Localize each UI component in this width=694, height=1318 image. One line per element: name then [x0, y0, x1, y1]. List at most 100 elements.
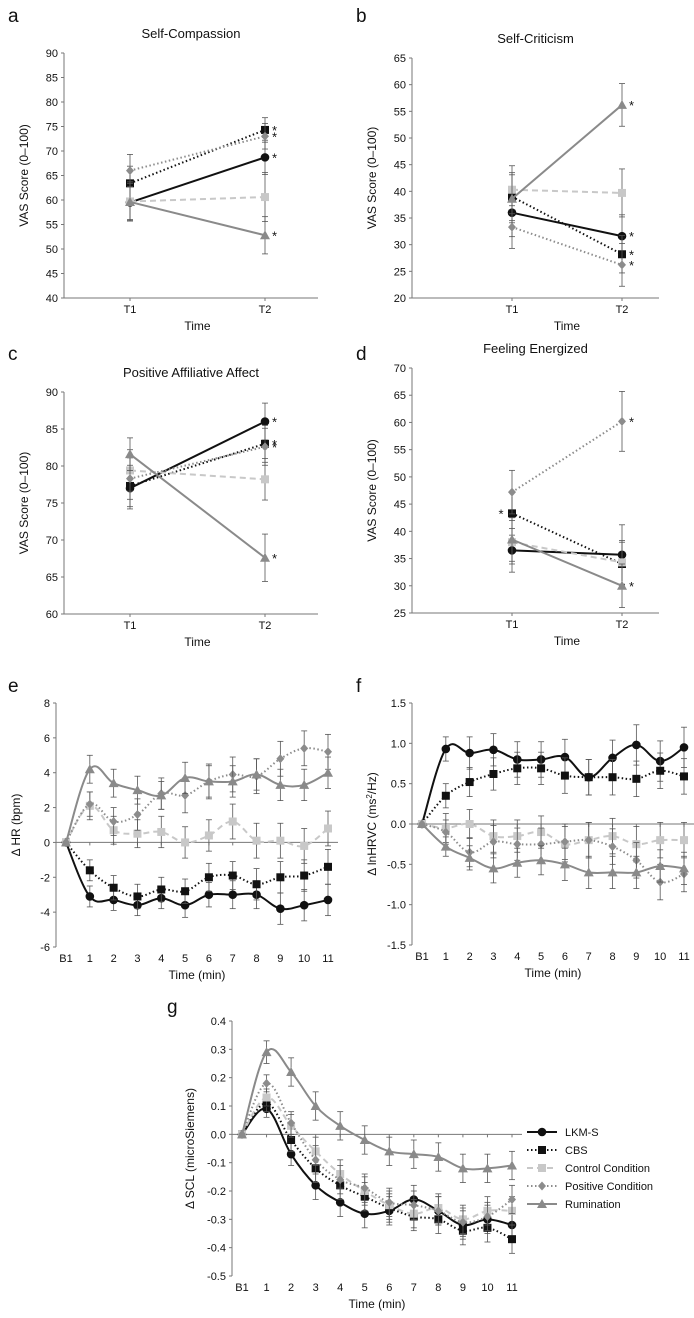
series-line: [511, 188, 623, 194]
data-point: [409, 1200, 418, 1210]
series-positive-condition: *: [126, 123, 277, 188]
y-tick-label: 0.4: [211, 1016, 226, 1028]
data-point: [276, 836, 285, 845]
y-tick-label: 65: [394, 53, 406, 65]
y-tick-label: -0.1: [207, 1158, 226, 1170]
y-tick-label: 0.1: [211, 1101, 226, 1113]
series-line: [65, 842, 329, 911]
data-point: [680, 772, 688, 781]
data-point: [631, 867, 642, 877]
series-line: [65, 747, 329, 843]
y-tick-label: -2: [40, 872, 50, 884]
data-point: [457, 1163, 468, 1173]
y-tick-label: 65: [46, 171, 58, 183]
data-point: [286, 1149, 296, 1159]
data-point: [237, 1129, 247, 1139]
data-point: [287, 1136, 296, 1144]
data-point: [508, 1235, 516, 1244]
data-point: [109, 817, 118, 827]
y-tick-label: 0.5: [391, 779, 406, 791]
x-tick-label: 11: [506, 1282, 517, 1294]
x-axis-title: Time: [554, 634, 581, 648]
significance-star: *: [272, 437, 277, 452]
data-point: [85, 866, 94, 875]
data-point: [618, 188, 626, 197]
significance-star: *: [629, 414, 634, 429]
panel-f: f -1.5 -1.0 -0.5 0.0 0.5 1.0 1.5 B1 1 2 3 4 5 6 7 8 9 10 11…: [356, 676, 694, 980]
x-tick-label: 2: [288, 1282, 294, 1294]
data-point: [61, 837, 71, 847]
panel-label-a: a: [8, 6, 19, 27]
y-tick-label: 45: [394, 160, 406, 172]
data-point: [488, 863, 499, 873]
y-tick-label: 75: [46, 122, 58, 134]
y-tick-label: 55: [394, 445, 406, 457]
x-axis-title: Time: [554, 319, 581, 333]
data-point: [537, 764, 546, 773]
data-point: [125, 196, 135, 206]
data-point: [126, 166, 134, 176]
y-tick-label: 70: [46, 146, 58, 158]
data-point: [408, 1149, 419, 1159]
y-tick-label: -0.5: [207, 1271, 226, 1283]
data-point: [228, 890, 238, 900]
data-point: [157, 827, 166, 836]
data-point: [261, 1047, 272, 1057]
legend-item: Control Condition: [527, 1163, 650, 1175]
x-tick-label: 5: [538, 951, 544, 963]
x-tick-label: 4: [337, 1282, 343, 1294]
legend-item: Rumination: [527, 1199, 621, 1211]
data-point: [433, 1152, 444, 1161]
data-point: [440, 841, 451, 851]
x-tick-label: 7: [230, 953, 236, 965]
y-tick-label: 60: [46, 195, 58, 207]
series-rumination: [237, 1040, 517, 1183]
series-line: [241, 1102, 513, 1241]
x-tick-label: 1: [263, 1282, 269, 1294]
y-tick-label: 8: [44, 698, 50, 710]
series-line: [129, 200, 266, 237]
data-point: [507, 1160, 517, 1170]
y-axis-title: VAS Score (0–100): [17, 124, 31, 227]
chart-title: Feeling Energized: [483, 341, 588, 356]
y-axis-title: VAS Score (0–100): [365, 439, 379, 542]
data-point: [261, 193, 269, 202]
y-tick-label: 25: [394, 266, 406, 278]
series-line: [129, 196, 266, 203]
panel-label-g: g: [167, 997, 178, 1018]
data-point: [560, 771, 569, 780]
series-line: [129, 420, 266, 490]
significance-star: *: [629, 258, 634, 273]
x-tick-label: T1: [124, 620, 137, 632]
data-point: [261, 475, 269, 484]
chart-title: Self-Criticism: [497, 31, 574, 46]
y-tick-label: 80: [46, 97, 58, 109]
x-tick-label: 1: [443, 951, 449, 963]
x-tick-label: 4: [158, 953, 164, 965]
data-point: [482, 1163, 493, 1173]
data-point: [679, 863, 689, 873]
data-point: [300, 841, 309, 850]
x-tick-label: 6: [206, 953, 212, 965]
series-positive-condition: *: [126, 427, 277, 500]
chart-title: Positive Affiliative Affect: [123, 365, 259, 380]
series-control-condition: [238, 1088, 516, 1234]
y-tick-label: 4: [44, 768, 50, 780]
data-point: [441, 744, 451, 754]
data-point: [133, 829, 142, 838]
series-rumination: *: [507, 83, 634, 224]
series-control-condition: [508, 165, 626, 218]
data-point: [618, 260, 626, 270]
significance-star: *: [272, 440, 277, 455]
legend: LKM-S CBS Control Condition Positive Condit…: [527, 1127, 653, 1211]
data-point: [656, 766, 665, 775]
data-point: [157, 885, 166, 894]
y-axis-title: VAS Score (0–100): [17, 452, 31, 555]
data-point: [323, 767, 333, 777]
y-tick-label: 70: [394, 363, 406, 375]
data-point: [310, 1101, 321, 1110]
data-point: [560, 752, 570, 762]
significance-star: *: [629, 98, 634, 113]
y-tick-label: 60: [394, 80, 406, 92]
